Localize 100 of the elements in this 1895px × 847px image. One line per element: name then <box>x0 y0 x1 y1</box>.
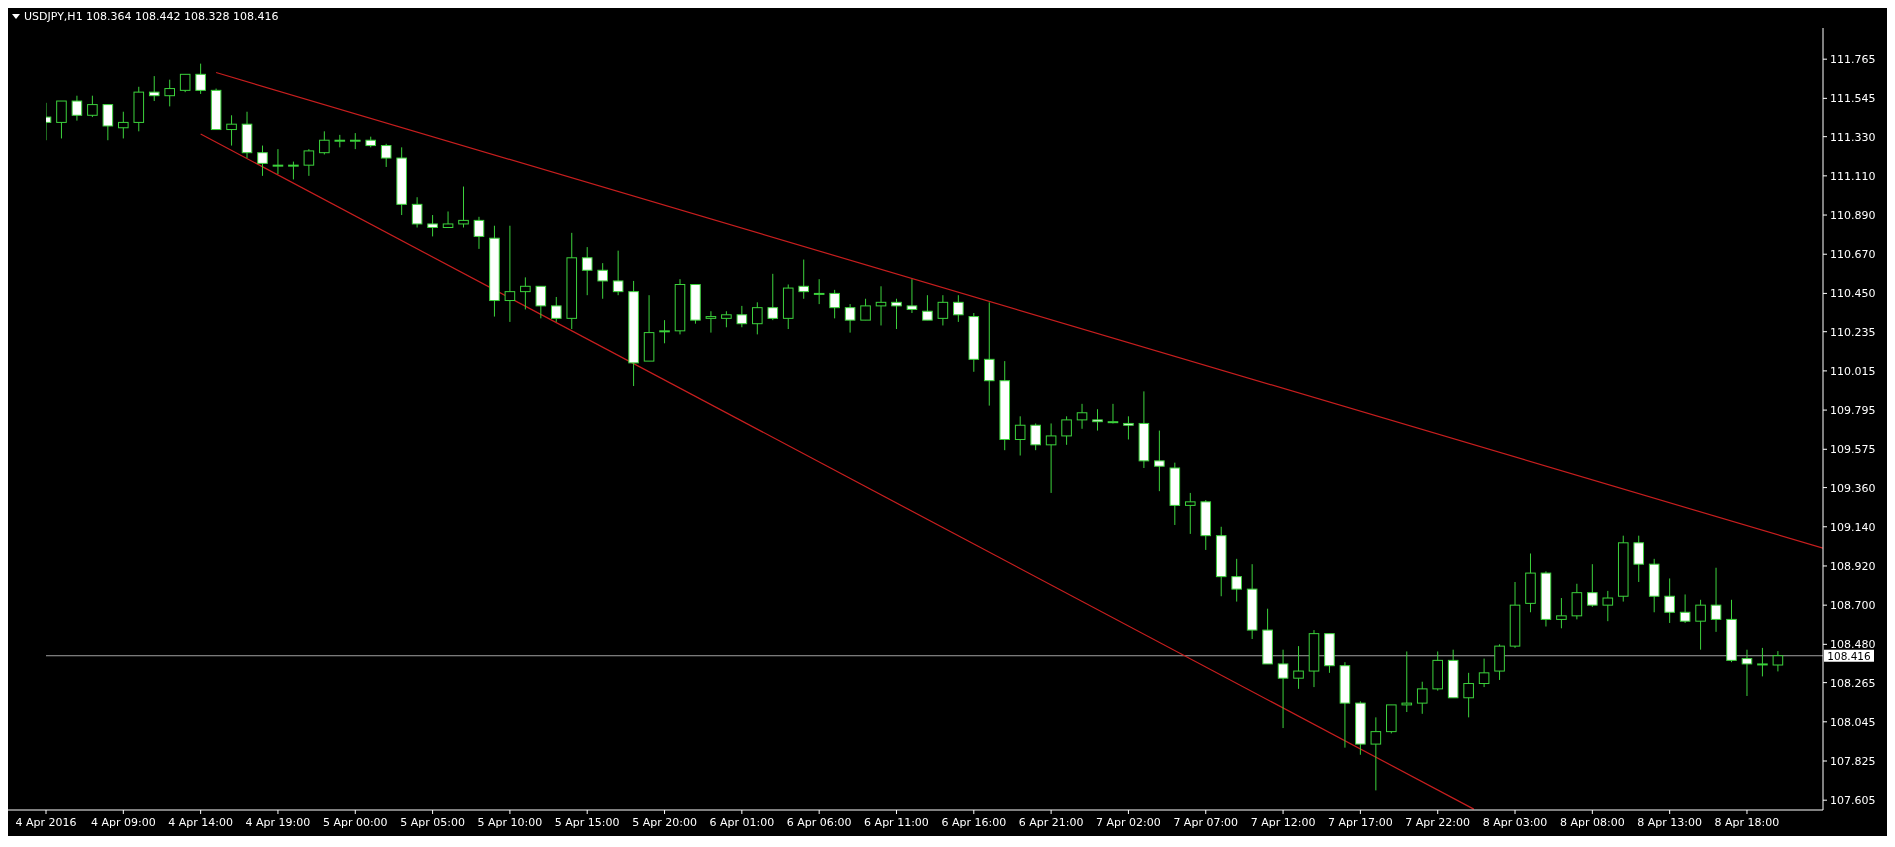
candlestick <box>1772 650 1784 672</box>
x-tick-label: 4 Apr 19:00 <box>245 816 311 829</box>
x-tick-label: 5 Apr 15:00 <box>554 816 620 829</box>
candlestick <box>752 301 763 335</box>
candlestick <box>875 285 887 326</box>
x-tick-label: 7 Apr 22:00 <box>1405 816 1471 829</box>
candlestick <box>1014 415 1026 457</box>
candlestick <box>102 104 114 141</box>
candlestick <box>1123 415 1134 440</box>
candlestick <box>1633 535 1645 583</box>
candlestick <box>164 79 175 107</box>
x-tick-label: 4 Apr 2016 <box>15 816 77 829</box>
candlestick <box>1401 650 1413 713</box>
candlestick <box>860 298 871 321</box>
candlestick <box>1757 647 1768 677</box>
y-tick-label: 108.700 <box>1830 599 1876 613</box>
candlestick <box>1710 567 1722 633</box>
candlestick <box>1154 430 1165 492</box>
candlestick <box>983 301 995 407</box>
x-tick-label: 6 Apr 21:00 <box>1018 816 1084 829</box>
candlestick <box>118 111 129 139</box>
candlestick <box>535 285 547 319</box>
x-tick-label: 5 Apr 20:00 <box>632 816 697 829</box>
y-tick-label: 110.670 <box>1830 248 1876 262</box>
candlestick <box>1045 422 1057 494</box>
candlestick <box>1231 558 1242 603</box>
candlestick <box>659 319 670 344</box>
candlestick <box>303 148 315 177</box>
candlestick <box>1695 599 1706 651</box>
candlestick <box>442 210 454 229</box>
candlestick <box>1478 658 1490 688</box>
candlestick <box>1277 649 1289 729</box>
candlestick <box>922 294 933 321</box>
candlestick <box>1679 593 1691 624</box>
y-tick-label: 109.140 <box>1830 520 1876 534</box>
candlestick <box>226 114 237 147</box>
candlestick <box>798 259 809 300</box>
candlestick <box>56 100 67 139</box>
x-tick-label: 6 Apr 16:00 <box>941 816 1007 829</box>
candlestick <box>148 75 160 102</box>
candlestick <box>71 95 83 122</box>
candlestick <box>813 278 825 305</box>
y-tick-label: 110.235 <box>1830 325 1876 339</box>
candlestick <box>1463 672 1474 718</box>
candlestick <box>504 225 516 323</box>
x-tick-label: 4 Apr 09:00 <box>90 816 156 829</box>
candlestick <box>1416 681 1428 715</box>
candlestick <box>953 294 964 323</box>
candlestick <box>272 148 284 175</box>
y-tick-label: 108.920 <box>1830 559 1876 573</box>
candlestick <box>87 95 98 118</box>
y-tick-label: 109.795 <box>1830 404 1876 418</box>
candlestick <box>767 273 779 321</box>
candlestick <box>319 130 330 155</box>
x-tick-label: 6 Apr 01:00 <box>709 816 775 829</box>
x-tick-label: 5 Apr 00:00 <box>322 816 388 829</box>
x-tick-label: 8 Apr 08:00 <box>1559 816 1625 829</box>
candlestick <box>458 186 469 229</box>
candlestick <box>581 246 593 296</box>
candlestick <box>427 214 438 237</box>
candlestick <box>1571 583 1583 620</box>
candlestick <box>380 143 392 168</box>
candlestick <box>1293 645 1304 690</box>
x-tick-label: 6 Apr 06:00 <box>786 816 852 829</box>
candlestick <box>1664 577 1675 624</box>
candlestick <box>906 278 918 314</box>
y-tick-label: 111.765 <box>1830 53 1876 67</box>
candlestick <box>1092 408 1103 432</box>
candlestick <box>736 305 748 328</box>
y-tick-label: 110.890 <box>1830 209 1876 223</box>
y-tick-label: 111.110 <box>1830 169 1876 183</box>
y-tick-label: 109.575 <box>1830 443 1876 457</box>
candlestick <box>1030 422 1041 451</box>
candlestick <box>597 262 608 300</box>
y-tick-label: 111.545 <box>1830 92 1876 106</box>
x-tick-label: 5 Apr 10:00 <box>477 816 543 829</box>
candlestick <box>473 216 485 250</box>
x-tick-label: 7 Apr 07:00 <box>1173 816 1239 829</box>
candlestick <box>195 63 206 95</box>
y-tick-label: 107.825 <box>1830 755 1876 769</box>
candlestick <box>1370 716 1382 791</box>
x-tick-label: 8 Apr 18:00 <box>1714 816 1780 829</box>
candlestick <box>705 310 717 334</box>
candlestick <box>551 296 562 323</box>
y-tick-label: 109.360 <box>1830 481 1876 495</box>
candlestick <box>891 298 902 330</box>
x-tick-label: 7 Apr 12:00 <box>1250 816 1316 829</box>
chart-title: USDJPY,H1 108.364 108.442 108.328 108.416 <box>24 10 279 23</box>
x-tick-label: 8 Apr 03:00 <box>1482 816 1548 829</box>
candlestick <box>829 289 840 319</box>
x-tick-label: 6 Apr 11:00 <box>864 816 929 829</box>
candlestick <box>1556 597 1567 629</box>
y-tick-label: 110.015 <box>1830 364 1876 378</box>
candlestick <box>1076 403 1088 430</box>
y-tick-label: 108.480 <box>1830 638 1876 652</box>
candlestick <box>1061 415 1072 446</box>
x-tick-label: 7 Apr 17:00 <box>1328 816 1393 829</box>
candlestick <box>257 145 268 177</box>
x-tick-label: 8 Apr 13:00 <box>1637 816 1703 829</box>
x-tick-label: 7 Apr 02:00 <box>1096 816 1161 829</box>
